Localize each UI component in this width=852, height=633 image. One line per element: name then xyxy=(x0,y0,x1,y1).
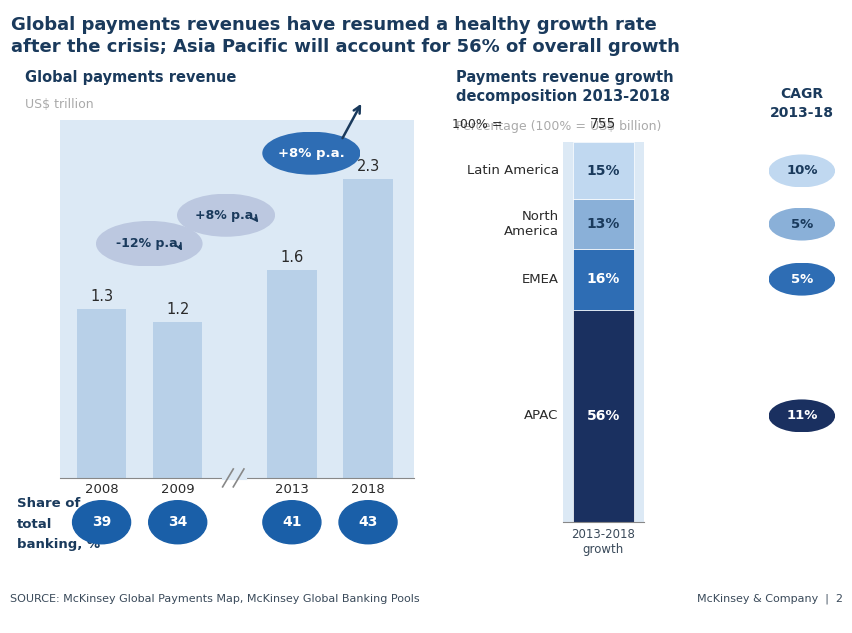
Text: Global payments revenues have resumed a healthy growth rate: Global payments revenues have resumed a … xyxy=(11,16,656,34)
Text: 2013-18: 2013-18 xyxy=(769,106,833,120)
Text: Percentage (100% = US$ billion): Percentage (100% = US$ billion) xyxy=(455,120,660,133)
Text: 100% =: 100% = xyxy=(452,118,502,131)
Text: Global payments revenue: Global payments revenue xyxy=(26,70,237,85)
Text: 1.3: 1.3 xyxy=(90,289,113,304)
Text: 15%: 15% xyxy=(586,164,619,178)
Text: after the crisis; Asia Pacific will account for 56% of overall growth: after the crisis; Asia Pacific will acco… xyxy=(11,38,679,56)
Text: total: total xyxy=(17,518,52,531)
Bar xyxy=(573,199,633,249)
Ellipse shape xyxy=(768,208,834,241)
Text: 5%: 5% xyxy=(790,273,812,285)
Text: banking, %: banking, % xyxy=(17,538,100,551)
Bar xyxy=(573,249,633,310)
Bar xyxy=(77,309,126,478)
Text: 10%: 10% xyxy=(786,165,816,177)
Bar xyxy=(573,142,633,199)
Text: SOURCE: McKinsey Global Payments Map, McKinsey Global Banking Pools: SOURCE: McKinsey Global Payments Map, Mc… xyxy=(10,594,419,604)
Text: APAC: APAC xyxy=(524,410,558,422)
Text: US$ trillion: US$ trillion xyxy=(26,98,94,111)
Text: Latin America: Latin America xyxy=(466,165,558,177)
Text: 755: 755 xyxy=(590,117,616,131)
Ellipse shape xyxy=(768,154,834,187)
Text: McKinsey & Company  |  2: McKinsey & Company | 2 xyxy=(696,594,842,604)
Text: 5%: 5% xyxy=(790,218,812,230)
Text: CAGR: CAGR xyxy=(780,87,822,101)
Text: 41: 41 xyxy=(282,515,302,529)
Text: 43: 43 xyxy=(358,515,377,529)
Text: +8% p.a.: +8% p.a. xyxy=(278,147,344,160)
Text: Payments revenue growth
decomposition 2013-2018: Payments revenue growth decomposition 20… xyxy=(455,70,672,104)
Text: 34: 34 xyxy=(168,515,187,529)
Text: Share of: Share of xyxy=(17,497,80,510)
Text: 13%: 13% xyxy=(586,217,619,231)
Ellipse shape xyxy=(262,132,360,175)
Text: North
America: North America xyxy=(504,210,558,238)
Text: 16%: 16% xyxy=(586,272,619,286)
Text: 1.6: 1.6 xyxy=(280,249,303,265)
Bar xyxy=(153,322,202,478)
Text: EMEA: EMEA xyxy=(521,273,558,285)
Ellipse shape xyxy=(768,399,834,432)
Text: 39: 39 xyxy=(92,515,111,529)
Bar xyxy=(267,270,316,478)
Bar xyxy=(573,310,633,522)
Ellipse shape xyxy=(95,221,203,266)
Ellipse shape xyxy=(177,194,274,237)
Text: 2.3: 2.3 xyxy=(356,159,379,173)
Text: 1.2: 1.2 xyxy=(166,302,189,316)
Text: 56%: 56% xyxy=(586,409,619,423)
Text: -12% p.a.: -12% p.a. xyxy=(116,237,182,250)
Ellipse shape xyxy=(768,263,834,296)
Text: 11%: 11% xyxy=(786,410,816,422)
Text: +8% p.a.: +8% p.a. xyxy=(194,209,257,222)
Bar xyxy=(343,179,392,478)
